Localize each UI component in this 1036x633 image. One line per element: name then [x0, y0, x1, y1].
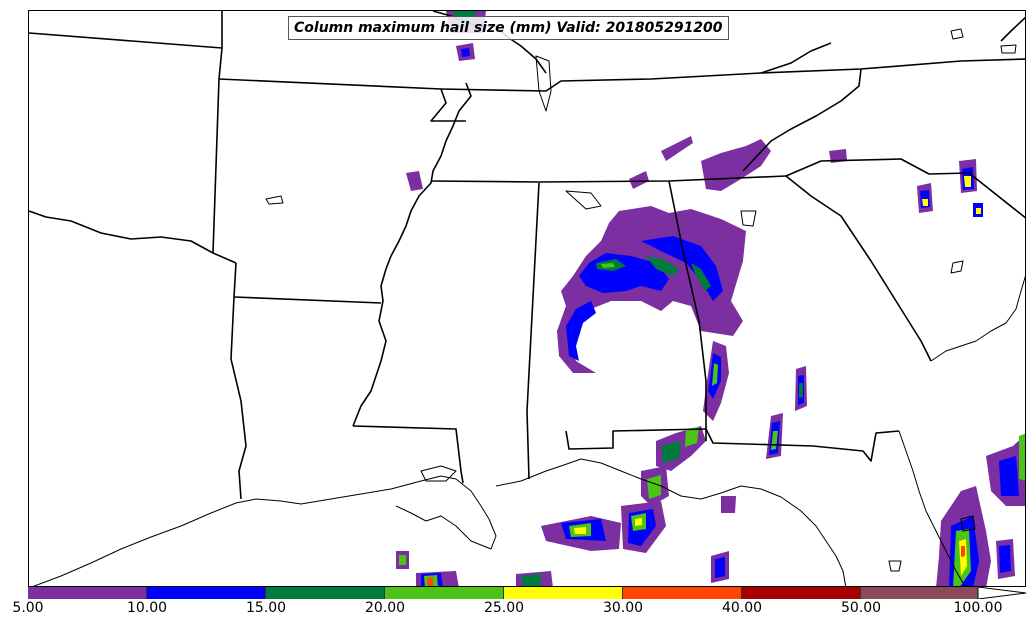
coast-florida-east — [898, 430, 966, 586]
hail-fragment-d — [406, 171, 423, 191]
hail-fragment-c — [829, 149, 847, 163]
hail-gulf-7-red — [427, 577, 433, 586]
colorbar-segment-7 — [742, 587, 861, 599]
coastlines — [32, 28, 1025, 586]
lake-small-2 — [565, 190, 602, 210]
lake-small-4 — [888, 560, 902, 572]
hail-band-6 — [601, 263, 615, 268]
colorbar-tick-label: 10.00 — [126, 600, 168, 616]
colorbar-segment-4 — [385, 587, 504, 599]
colorbar-segment-2 — [147, 587, 266, 599]
lake-okeechobee — [960, 515, 976, 532]
colorbar — [28, 587, 1028, 599]
border-ky-wv — [742, 68, 862, 172]
hail-gulf-2-core — [647, 475, 661, 499]
hail-cell-sc1-yellow — [922, 199, 928, 206]
border-ks-ok — [29, 32, 223, 49]
lake-marion — [950, 260, 964, 274]
hail-gulf-6-core — [399, 555, 406, 565]
hail-cell-top3 — [461, 48, 470, 57]
border-nc-sc — [785, 158, 1025, 219]
hail-gulf-1-green — [685, 427, 699, 447]
hail-atlantic-2-core — [999, 545, 1011, 573]
colorbar-segment-3 — [266, 587, 385, 599]
border-tn-nc — [1000, 16, 1025, 42]
colorbar-segment-6 — [623, 587, 742, 599]
coast-louisiana — [395, 478, 497, 550]
hail-cell-sc3-yellow — [976, 208, 981, 214]
map-panel — [28, 10, 1026, 587]
hail-gulf-5-core — [715, 557, 725, 578]
hail-atlantic-green — [1019, 433, 1025, 481]
border-ms-al — [526, 182, 540, 480]
hail-fragment-b — [629, 171, 649, 189]
colorbar-segment-1 — [28, 587, 147, 599]
colorbar-tick-label: 15.00 — [245, 600, 287, 616]
hail-atlantic-core — [999, 456, 1019, 496]
coast-ms-al — [495, 458, 847, 586]
colorbar-extend-arrow — [978, 587, 1027, 599]
lake-small-3 — [740, 210, 757, 227]
border-al-fl — [565, 428, 900, 462]
lake-small-5 — [950, 28, 964, 40]
hail-gulf-8-core — [521, 574, 541, 586]
border-ga-sc — [785, 175, 932, 362]
border-ky-north — [760, 42, 832, 74]
hail-gulf-9 — [721, 496, 736, 513]
hail-band-3 — [641, 236, 723, 301]
hail-band-5 — [646, 256, 679, 276]
border-ar-la — [233, 296, 382, 304]
colorbar-tick-label: 30.00 — [602, 600, 644, 616]
hail-gulf-4-yellow — [574, 527, 586, 534]
colorbar-tick-label: 100.00 — [953, 600, 1003, 616]
hail-cell-ga1-green — [799, 383, 803, 398]
hail-region-north — [701, 139, 771, 191]
colorbar-tick-label: 50.00 — [840, 600, 882, 616]
hail-swaths — [396, 11, 1025, 586]
colorbar-tick-label: 25.00 — [483, 600, 525, 616]
coast-atlantic — [930, 275, 1025, 362]
hail-florida-red — [961, 546, 965, 557]
border-mississippi-river — [352, 82, 472, 427]
colorbar-segment-8 — [861, 587, 978, 599]
coast-texas — [32, 475, 457, 586]
lake-pontchartrain — [420, 465, 457, 482]
state-boundaries — [29, 11, 1025, 500]
hail-fragment-a — [661, 136, 693, 161]
map-title: Column maximum hail size (mm) Valid: 201… — [288, 16, 729, 40]
hail-band-7 — [691, 263, 711, 291]
hail-gulf-3-yellow — [635, 518, 642, 526]
hail-gulf-1-core — [661, 441, 681, 463]
hail-map — [29, 11, 1025, 586]
colorbar-tick-label: 40.00 — [721, 600, 763, 616]
border-la-ms — [352, 425, 464, 484]
lake-small-6 — [1000, 44, 1017, 54]
colorbar-tick-label: 5.00 — [12, 600, 44, 616]
border-mo-west — [212, 11, 223, 254]
border-tn-south — [430, 175, 787, 183]
border-al-ga — [668, 180, 707, 441]
hail-cell-sc2-yellow — [964, 176, 971, 187]
hail-line-east-green — [712, 363, 718, 386]
border-ar-north — [218, 78, 466, 122]
border-ok-tx — [29, 210, 237, 264]
hail-band-2 — [566, 301, 596, 361]
border-tn-ky — [440, 58, 1025, 92]
colorbar-tick-label: 20.00 — [364, 600, 406, 616]
colorbar-segment-5 — [504, 587, 623, 599]
border-tx-la — [230, 262, 247, 500]
lake-michigan-tip — [535, 55, 552, 112]
lake-small-1 — [265, 195, 284, 205]
